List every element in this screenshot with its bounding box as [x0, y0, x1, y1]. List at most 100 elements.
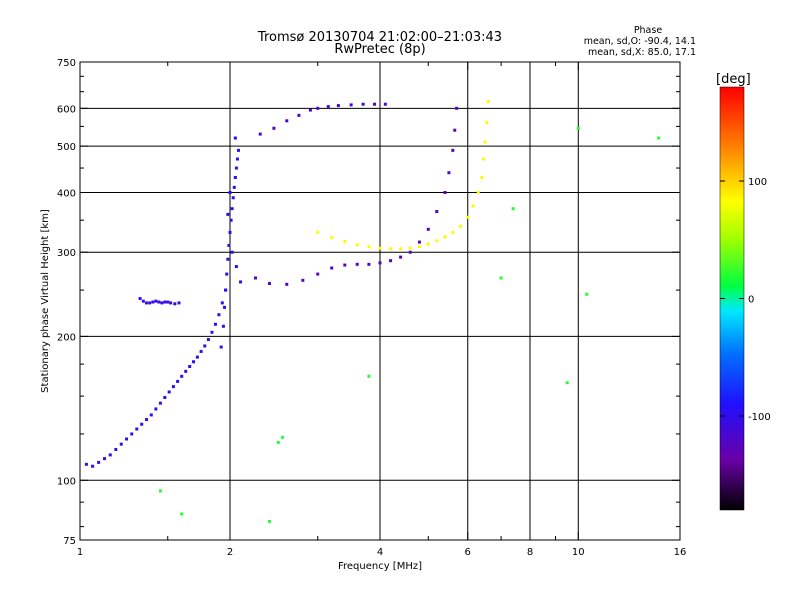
y-axis-label: Stationary phase Virtual Height [km] [40, 209, 51, 393]
data-point [180, 512, 184, 516]
data-point [565, 381, 569, 385]
data-point [177, 301, 181, 305]
x-axis-label: Frequency [MHz] [338, 561, 422, 572]
data-point [154, 299, 158, 303]
y-tick-label: 750 [57, 58, 76, 69]
y-tick-label: 400 [57, 188, 76, 199]
data-point [169, 301, 173, 305]
data-point [576, 126, 580, 130]
data-point [160, 301, 164, 305]
data-point [355, 262, 359, 266]
data-point [330, 236, 334, 240]
data-point [451, 148, 455, 152]
data-point [443, 190, 447, 194]
data-point [157, 300, 161, 304]
series-group [219, 136, 243, 349]
data-point [228, 230, 232, 234]
data-point [158, 489, 162, 493]
data-point [141, 299, 145, 303]
data-point [140, 422, 144, 426]
stats-heading: Phase [634, 25, 663, 36]
data-point [213, 322, 217, 326]
data-point [184, 369, 188, 373]
data-point [585, 292, 589, 296]
data-point [435, 239, 439, 243]
data-point [451, 230, 455, 234]
data-point [233, 136, 237, 140]
data-point [367, 262, 371, 266]
data-point [84, 462, 88, 466]
data-point [447, 171, 451, 175]
data-point [226, 212, 230, 216]
data-point [267, 282, 271, 286]
data-point [486, 100, 490, 104]
x-tick-label: 2 [227, 547, 233, 558]
chart-subtitle: RwPretec (8p) [334, 42, 425, 57]
x-tick-label: 16 [674, 547, 687, 558]
y-tick-label: 600 [57, 104, 76, 115]
series-group [258, 102, 387, 136]
x-tick-label: 6 [465, 547, 471, 558]
data-point [154, 407, 158, 411]
data-point [435, 210, 439, 214]
data-point [199, 349, 203, 353]
data-point [138, 297, 142, 301]
data-point [148, 301, 152, 305]
stats-o-mode: mean, sd,O: -90.4, 14.1 [584, 36, 696, 47]
data-point [225, 272, 229, 276]
data-point [176, 379, 180, 383]
data-point [316, 230, 320, 234]
data-point [511, 207, 515, 211]
series-group [158, 126, 661, 523]
stats-x-mode: mean, sd,X: 85.0, 17.1 [588, 47, 696, 58]
data-point [389, 259, 393, 263]
data-point [125, 437, 129, 441]
data-point [223, 305, 227, 309]
data-point [343, 263, 347, 267]
data-point [173, 302, 177, 306]
data-point [234, 265, 238, 269]
plot-area: 1 2 4 6 8 10 16 75 100 200 300 400 500 600 750 [57, 58, 686, 558]
data-point [180, 374, 184, 378]
data-point [226, 257, 230, 261]
data-point [443, 235, 447, 239]
data-point [227, 243, 231, 247]
data-point [219, 345, 223, 349]
data-point [195, 355, 199, 359]
data-point [158, 401, 162, 405]
data-point [203, 344, 207, 348]
data-point [229, 218, 233, 222]
data-point [188, 364, 192, 368]
data-point [236, 148, 240, 152]
colorbar-tick-label: 0 [748, 295, 754, 306]
data-point [471, 204, 475, 208]
colorbar-label: [deg] [716, 72, 751, 87]
data-point [373, 102, 377, 106]
data-point [281, 435, 285, 439]
data-point [408, 250, 412, 254]
data-point [145, 301, 149, 305]
data-point [232, 185, 236, 189]
data-point [163, 395, 167, 399]
data-point [108, 453, 112, 457]
series-group [253, 106, 459, 286]
data-point [383, 102, 387, 106]
data-point [91, 464, 95, 468]
y-tick-label: 500 [57, 142, 76, 153]
data-point [230, 207, 234, 211]
data-point [378, 261, 382, 265]
data-point [308, 108, 312, 112]
data-point [343, 239, 347, 243]
chart-title: Tromsø 20130704 21:02:00–21:03:43 [257, 30, 502, 45]
data-point [228, 190, 232, 194]
data-point [476, 190, 480, 194]
y-tick-label: 200 [57, 332, 76, 343]
data-point [361, 102, 365, 106]
data-point [267, 519, 271, 523]
data-point [455, 106, 459, 110]
data-point [221, 324, 225, 328]
x-tick-label: 1 [77, 547, 83, 558]
data-point [657, 136, 661, 140]
data-point [231, 196, 235, 200]
